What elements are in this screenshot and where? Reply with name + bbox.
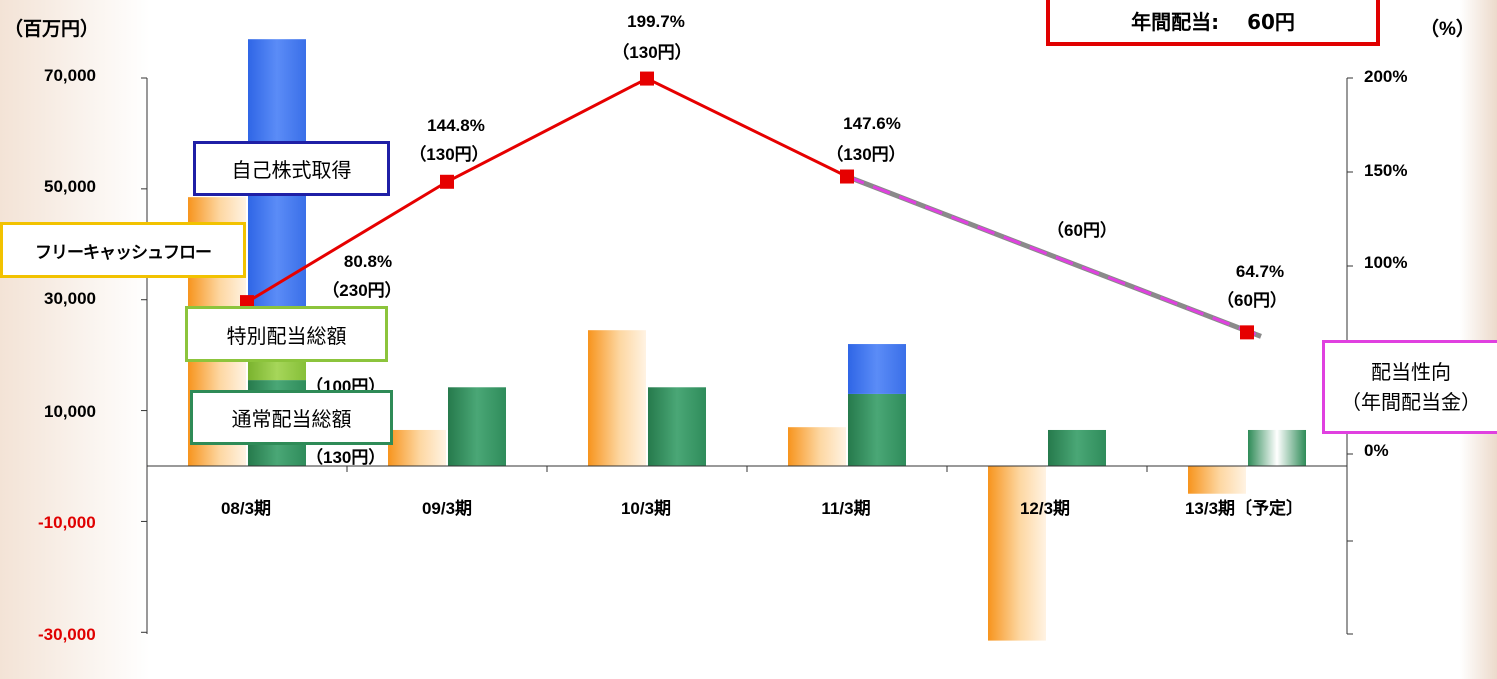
category-label: 11/3期: [821, 499, 871, 518]
dividend-label: （60円）: [1217, 291, 1287, 310]
legend-special-text: 特別配当総額: [226, 323, 347, 348]
left-tick-neg10000: -10,000: [38, 513, 96, 532]
left-tick-10000: 10,000: [44, 402, 96, 421]
dividend-label: （130円）: [826, 145, 906, 164]
legend-fcf-text: フリーキャッシュフロー: [35, 242, 212, 263]
legend-payout: 配当性向 （年間配当金）: [1322, 340, 1497, 434]
right-axis-unit: （%）: [1420, 19, 1475, 40]
ratio-label: 144.8%: [427, 116, 485, 135]
dividend-label: （230円）: [322, 281, 402, 300]
payout-ratio-marker: [840, 169, 854, 184]
legend-regular-text: 通常配当総額: [231, 407, 352, 431]
regular-dividend-label: （130円）: [306, 448, 386, 467]
regular-dividend-bar: [648, 387, 706, 466]
left-axis-unit: （百万円）: [4, 19, 100, 40]
legend-regular: 通常配当総額: [190, 390, 393, 445]
regular-dividend-bar: [1248, 429, 1306, 466]
regular-dividend-bar: [448, 387, 506, 466]
legend-fcf: フリーキャッシュフロー: [0, 222, 246, 278]
ratio-label: 80.8%: [343, 252, 393, 271]
left-tick-neg30000: -30,000: [38, 625, 96, 644]
ratio-label: 64.7%: [1235, 262, 1285, 281]
dividend-label: （60円）: [1047, 221, 1117, 240]
left-tick-50000: 50,000: [44, 177, 96, 196]
buyback-bar: [848, 344, 906, 394]
regular-dividend-bar: [1048, 429, 1106, 466]
right-tick-0: 0%: [1364, 441, 1389, 460]
payout-ratio-forecast-line: [846, 175, 1262, 338]
annual-dividend-value: 60円: [1247, 9, 1295, 34]
fcf-bar: [388, 429, 446, 466]
right-tick-100: 100%: [1364, 253, 1408, 272]
ratio-label: 147.6%: [843, 114, 901, 133]
right-tick-200: 200%: [1364, 67, 1408, 86]
category-label: 12/3期: [1019, 499, 1071, 518]
legend-payout-line1: 配当性向: [1371, 360, 1451, 384]
category-label: 09/3期: [421, 499, 473, 518]
left-tick-70000: 70,000: [44, 66, 96, 85]
category-label: 10/3期: [620, 499, 672, 518]
payout-ratio-marker: [1240, 325, 1254, 340]
payout-ratio-marker: [640, 71, 654, 86]
payout-ratio-marker: [240, 295, 254, 310]
payout-ratio-line: [246, 76, 848, 304]
category-label: 08/3期: [220, 499, 272, 518]
annual-dividend-box: 年間配当: 60円: [1046, 0, 1380, 46]
fcf-bar: [988, 466, 1046, 641]
annual-dividend-label: 年間配当:: [1131, 9, 1220, 34]
payout-ratio-marker: [440, 174, 454, 189]
legend-payout-line2: （年間配当金）: [1341, 390, 1481, 414]
fcf-bar: [588, 330, 646, 466]
category-label: 13/3期〔予定〕: [1184, 499, 1304, 518]
dividend-label: （130円）: [612, 43, 692, 62]
fcf-bar: [788, 427, 846, 466]
regular-dividend-bar: [848, 393, 906, 466]
legend-special: 特別配当総額: [185, 306, 388, 362]
right-tick-150: 150%: [1364, 161, 1408, 180]
dividend-label: （130円）: [409, 145, 489, 164]
legend-buyback-text: 自己株式取得: [231, 158, 352, 182]
fcf-bar: [1188, 466, 1246, 494]
ratio-label: 199.7%: [627, 12, 685, 31]
left-tick-30000: 30,000: [44, 289, 96, 308]
legend-buyback: 自己株式取得: [193, 141, 390, 196]
